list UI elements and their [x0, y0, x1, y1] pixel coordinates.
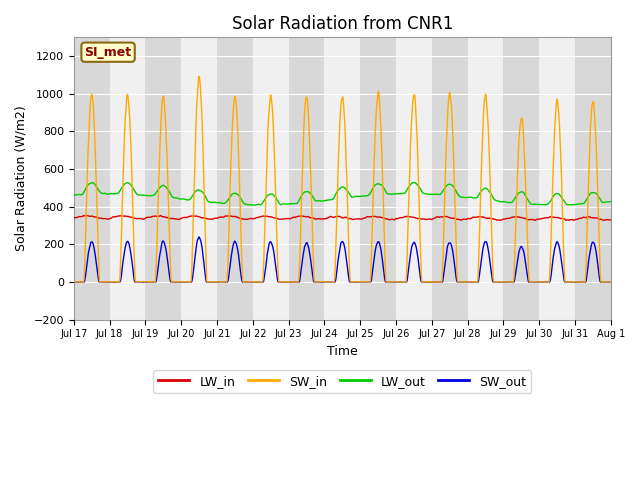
Bar — [324, 37, 360, 320]
Bar — [504, 37, 540, 320]
Bar — [109, 37, 145, 320]
Bar — [575, 37, 611, 320]
Bar — [468, 37, 504, 320]
Bar — [217, 37, 253, 320]
Legend: LW_in, SW_in, LW_out, SW_out: LW_in, SW_in, LW_out, SW_out — [153, 370, 531, 393]
Bar — [74, 37, 109, 320]
Bar — [396, 37, 432, 320]
Bar — [253, 37, 289, 320]
Bar — [181, 37, 217, 320]
Bar — [145, 37, 181, 320]
Bar — [289, 37, 324, 320]
Bar — [432, 37, 468, 320]
Text: SI_met: SI_met — [84, 46, 132, 59]
X-axis label: Time: Time — [327, 345, 358, 358]
Bar — [540, 37, 575, 320]
Y-axis label: Solar Radiation (W/m2): Solar Radiation (W/m2) — [15, 106, 28, 252]
Bar — [360, 37, 396, 320]
Title: Solar Radiation from CNR1: Solar Radiation from CNR1 — [232, 15, 453, 33]
